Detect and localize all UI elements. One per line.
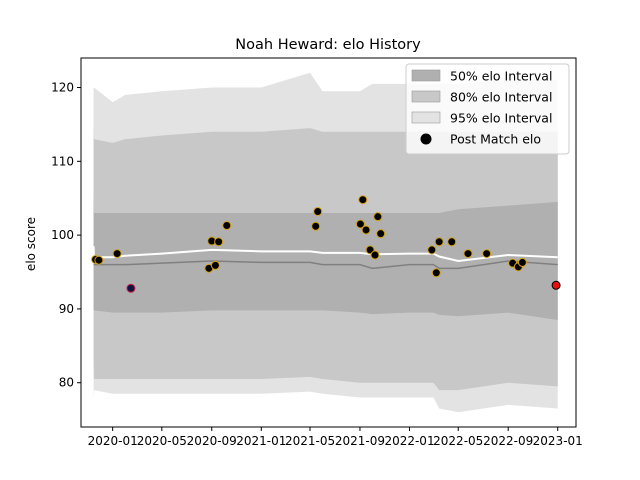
y-tick-label: 90: [59, 302, 74, 316]
data-point: [210, 260, 220, 270]
legend-label: 95% elo Interval: [450, 111, 552, 126]
outlier-data-point: [126, 283, 136, 293]
x-tick-label: 2021-01: [236, 434, 286, 448]
y-axis: 80 90 100 110 120: [51, 81, 81, 390]
latest-data-point: [551, 280, 561, 290]
data-point: [358, 195, 368, 205]
chart-title: Noah Heward: elo History: [235, 37, 421, 53]
x-tick-label: 2021-09: [335, 434, 385, 448]
y-axis-label: elo score: [24, 217, 38, 271]
plot-frame: [80, 57, 577, 428]
legend-box: [405, 63, 570, 155]
y-tick-label: 80: [59, 376, 74, 390]
data-point: [517, 257, 527, 267]
data-point: [447, 237, 457, 247]
data-point: [373, 212, 383, 222]
plot-area: [80, 57, 577, 428]
legend-band-swatch: [411, 90, 441, 103]
data-point: [214, 237, 224, 247]
data-point: [463, 249, 473, 259]
post-match-points: [91, 195, 561, 293]
x-tick-label: 2020-01: [88, 434, 138, 448]
y-tick-label: 110: [51, 154, 74, 168]
data-point: [313, 207, 323, 216]
x-tick-label: 2020-09: [187, 434, 237, 448]
legend-label: Post Match elo: [450, 132, 541, 147]
data-point: [94, 255, 104, 265]
y-tick-label: 100: [51, 228, 74, 242]
data-point: [482, 249, 492, 259]
data-point: [112, 249, 122, 259]
x-tick-label: 2022-01: [384, 434, 434, 448]
interval-lines: [92, 246, 558, 270]
data-point: [431, 268, 441, 278]
x-tick-label: 2021-05: [285, 434, 335, 448]
band-50: [93, 190, 558, 320]
data-point: [361, 225, 371, 235]
data-point: [311, 221, 321, 231]
data-point: [370, 250, 380, 260]
interval-bands: [93, 72, 558, 413]
legend-band-swatch: [411, 111, 441, 124]
legend-point-swatch: [420, 133, 432, 145]
legend-band-swatch: [411, 69, 441, 82]
legend: 50% elo Interval 80% elo Interval 95% elo …: [405, 63, 570, 155]
data-point: [434, 237, 444, 247]
median-line: [92, 246, 558, 262]
data-point: [355, 219, 365, 229]
lower-trend-line: [93, 260, 558, 270]
x-tick-label: 2022-05: [433, 434, 483, 448]
x-tick-label: 2023-01: [533, 434, 583, 448]
data-point: [376, 229, 386, 239]
x-tick-label: 2022-09: [483, 434, 533, 448]
x-tick-label: 2020-05: [137, 434, 187, 448]
data-point: [427, 245, 437, 255]
legend-label: 80% elo Interval: [450, 90, 552, 105]
data-point: [222, 221, 232, 231]
legend-label: 50% elo Interval: [450, 69, 552, 84]
y-tick-label: 120: [51, 81, 74, 95]
